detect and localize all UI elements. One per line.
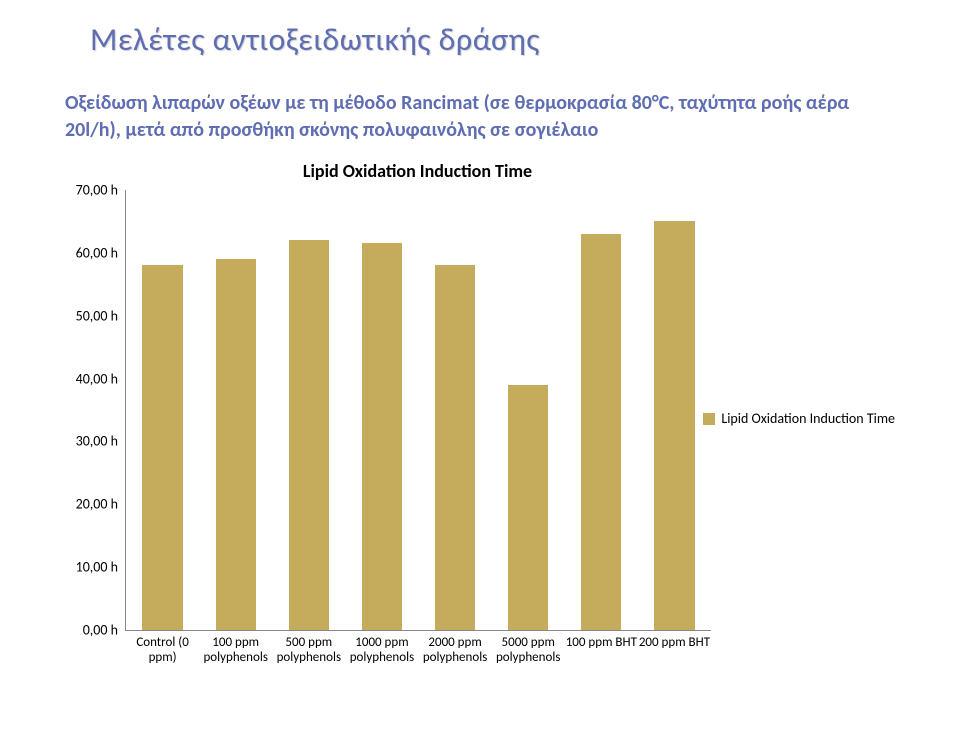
- legend-swatch: [703, 413, 715, 425]
- y-tick-label: 10,00 h: [76, 559, 126, 576]
- slide: Μελέτες αντιοξειδωτικής δράσης Οξείδωση …: [0, 0, 960, 730]
- bar: [142, 265, 182, 630]
- bar-chart: Lipid Oxidation Induction Time 0,00 h10,…: [65, 160, 895, 700]
- bar: [654, 221, 694, 630]
- page-title: Μελέτες αντιοξειδωτικής δράσης: [90, 20, 540, 59]
- bar: [216, 259, 256, 630]
- x-tick-label: 100 ppm polyphenols: [199, 630, 272, 666]
- y-tick-label: 50,00 h: [76, 307, 126, 324]
- bar: [435, 265, 475, 630]
- bar: [508, 385, 548, 630]
- x-tick-label: 100 ppm BHT: [565, 630, 638, 651]
- bar: [581, 234, 621, 630]
- plot-area: 0,00 h10,00 h20,00 h30,00 h40,00 h50,00 …: [125, 190, 711, 631]
- bar: [289, 240, 329, 630]
- legend: Lipid Oxidation Induction Time: [703, 410, 895, 427]
- y-tick-label: 30,00 h: [76, 433, 126, 450]
- y-tick-label: 0,00 h: [83, 622, 126, 639]
- x-tick-label: 500 ppm polyphenols: [272, 630, 345, 666]
- x-tick-label: 5000 ppm polyphenols: [492, 630, 565, 666]
- bar: [362, 243, 402, 630]
- y-tick-label: 20,00 h: [76, 496, 126, 513]
- x-tick-label: Control (0 ppm): [126, 630, 199, 666]
- page-subtitle: Οξείδωση λιπαρών οξέων με τη μέθοδο Ranc…: [65, 90, 895, 144]
- legend-label: Lipid Oxidation Induction Time: [721, 410, 895, 427]
- y-tick-label: 60,00 h: [76, 244, 126, 261]
- x-tick-label: 1000 ppm polyphenols: [345, 630, 418, 666]
- x-tick-label: 200 ppm BHT: [638, 630, 711, 651]
- y-tick-label: 70,00 h: [76, 182, 126, 199]
- x-tick-label: 2000 ppm polyphenols: [419, 630, 492, 666]
- y-tick-label: 40,00 h: [76, 370, 126, 387]
- chart-title: Lipid Oxidation Induction Time: [125, 160, 710, 182]
